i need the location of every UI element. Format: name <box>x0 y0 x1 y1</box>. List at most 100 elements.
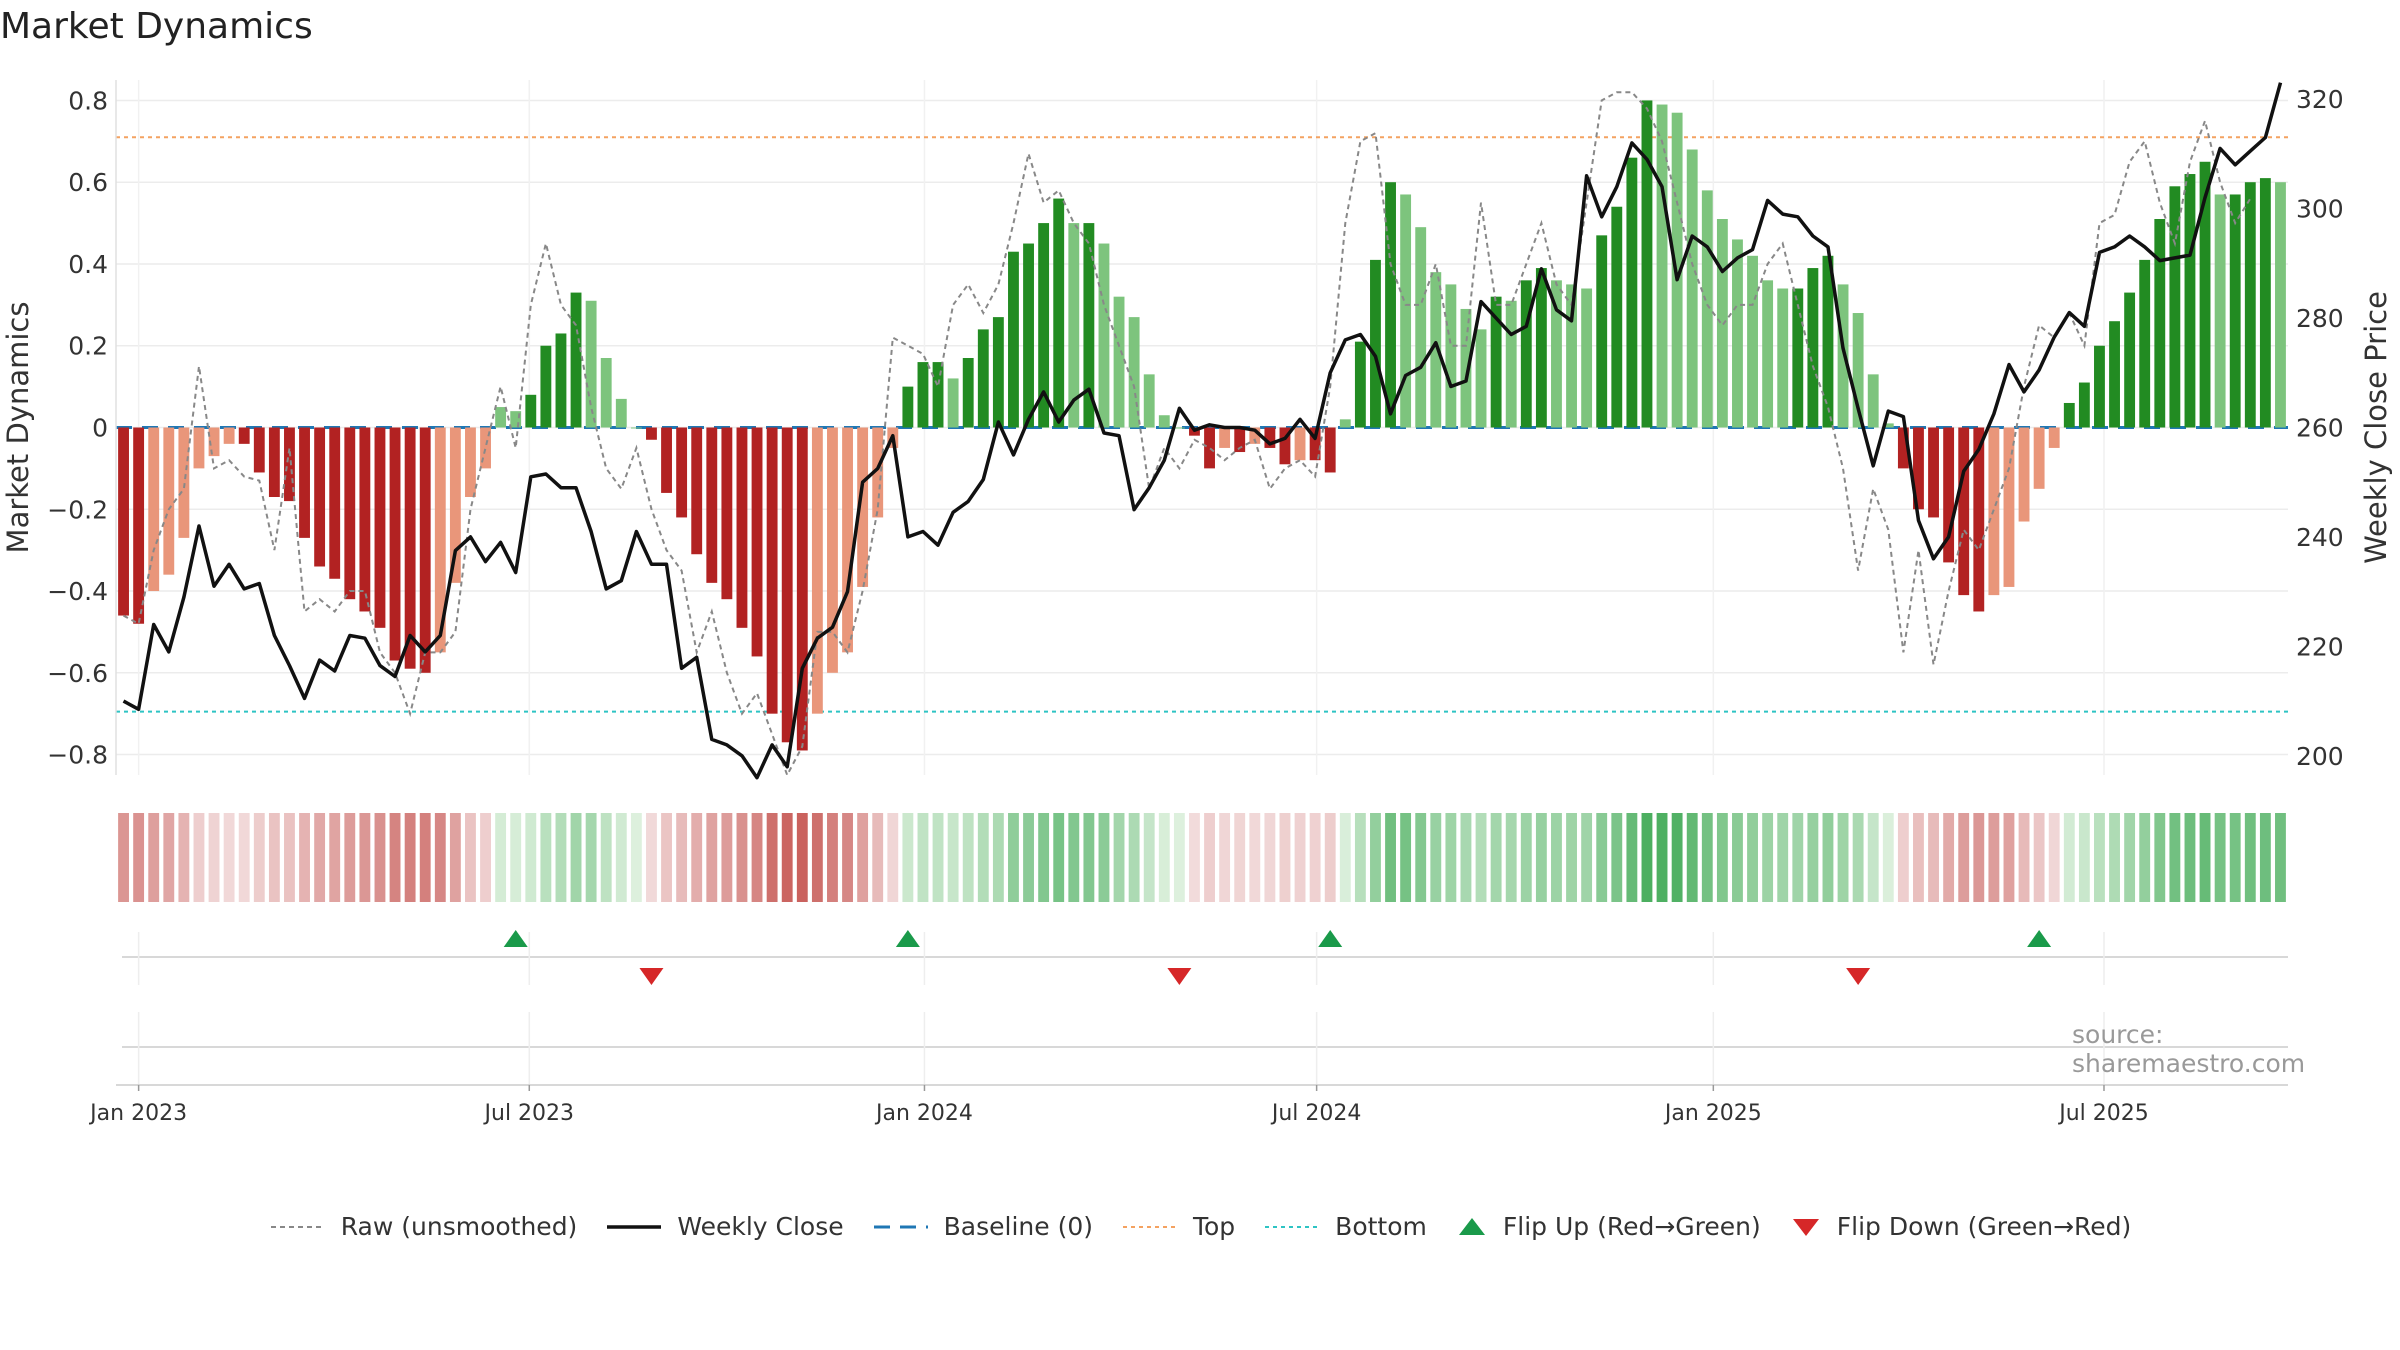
momentum-bar <box>1943 427 1955 563</box>
strip-cell <box>1566 813 1577 902</box>
x-tick-label: Jul 2025 <box>2057 1101 2149 1126</box>
momentum-bar <box>1445 284 1457 428</box>
y-right-tick-label: 220 <box>2296 632 2344 661</box>
strip-cell <box>2244 813 2256 902</box>
strip-cell <box>827 813 838 902</box>
strip-cell <box>329 813 341 902</box>
strip-cell <box>781 813 793 902</box>
momentum-bar <box>1490 296 1502 428</box>
strip-cell <box>1822 813 1834 902</box>
momentum-bar <box>1656 104 1668 428</box>
momentum-bar <box>1762 280 1774 428</box>
x-axis: Jan 2023 Jul 2023 Jan 2024 Jul 2024 Jan 2025… <box>88 1012 2288 1126</box>
y-left-tick-label: −0.6 <box>47 659 108 688</box>
strip-cell <box>2259 813 2271 902</box>
momentum-bar <box>2094 345 2105 428</box>
momentum-bar <box>2139 259 2151 428</box>
y-left-tick-label: 0 <box>92 414 108 443</box>
strip-cell <box>2214 813 2226 902</box>
strip-cell <box>148 813 160 902</box>
strip-cell <box>1671 813 1683 902</box>
strip-cell <box>2154 813 2166 902</box>
strip-cell <box>706 813 718 902</box>
strip-cell <box>1837 813 1849 902</box>
y-right-tick-label: 320 <box>2296 85 2344 114</box>
momentum-bar <box>2124 292 2136 428</box>
strip-cell <box>1128 813 1140 902</box>
momentum-bar <box>434 427 446 653</box>
legend-swatch-close <box>607 1224 662 1229</box>
strip-cell <box>1882 813 1894 902</box>
momentum-bar <box>1747 255 1758 428</box>
strip-cell <box>2094 813 2105 902</box>
strip-cell <box>2003 813 2015 902</box>
strip-cell <box>1264 813 1276 902</box>
strip-cell <box>615 813 627 902</box>
flip-down-triangle-icon <box>1792 1218 1819 1236</box>
momentum-bar <box>1008 251 1019 428</box>
momentum-bar <box>314 427 326 567</box>
y-right-tick-label: 200 <box>2296 742 2344 771</box>
momentum-bar <box>676 427 688 518</box>
momentum-bar <box>223 427 235 444</box>
strip-cell <box>646 813 657 902</box>
momentum-bar <box>600 358 612 428</box>
momentum-bar <box>2259 178 2271 428</box>
strip-cell <box>284 813 295 902</box>
momentum-bar <box>1309 427 1321 461</box>
momentum-bar <box>374 427 386 628</box>
strip-cell <box>540 813 552 902</box>
momentum-bar <box>1460 308 1472 428</box>
flip-up-marker <box>503 930 528 947</box>
momentum-bar <box>284 427 295 502</box>
source-note: source: sharemaestro.com <box>2072 1020 2306 1078</box>
strip-cell <box>1626 813 1638 902</box>
momentum-bar <box>1641 100 1653 428</box>
momentum-bar <box>977 329 989 428</box>
momentum-bar <box>1430 272 1442 428</box>
momentum-bar <box>1324 427 1336 473</box>
momentum-bar <box>691 427 703 555</box>
momentum-bar <box>1852 313 1864 428</box>
strip-cell <box>751 813 763 902</box>
momentum-bar <box>2063 402 2075 428</box>
momentum-bar <box>857 427 869 587</box>
strip-cell <box>1219 813 1231 902</box>
y-right-axis-title: Weekly Close Price <box>2359 291 2393 564</box>
momentum-bar <box>902 386 914 428</box>
momentum-bar <box>268 427 280 497</box>
strip-cell <box>1189 813 1200 902</box>
momentum-bar <box>1566 284 1577 428</box>
momentum-bar <box>1339 419 1351 428</box>
momentum-bar <box>570 292 582 428</box>
strip-cell <box>1400 813 1412 902</box>
momentum-bar <box>1732 239 1743 428</box>
momentum-bar <box>1626 157 1638 428</box>
reference-lines <box>116 136 2288 713</box>
strip-cell <box>1249 813 1261 902</box>
momentum-bar <box>449 427 461 583</box>
strip-cell <box>721 813 733 902</box>
strip-cell <box>992 813 1004 902</box>
x-tick-label: Jul 2023 <box>483 1101 575 1126</box>
y-left-tick-label: 0.6 <box>68 168 108 197</box>
y-right-tick-label: 280 <box>2296 304 2344 333</box>
momentum-bar <box>1686 149 1698 428</box>
momentum-bar <box>646 427 657 440</box>
momentum-bar <box>751 427 763 657</box>
strip-cell <box>1385 813 1396 902</box>
legend-label-close: Weekly Close <box>677 1212 844 1241</box>
x-tick-label: Jan 2024 <box>874 1101 973 1126</box>
flip-down-marker <box>639 968 664 985</box>
legend-item-top: Top <box>1121 1212 1235 1241</box>
momentum-bar <box>615 398 627 428</box>
momentum-bar <box>133 427 145 624</box>
strip-cell <box>314 813 326 902</box>
strip-cell <box>766 813 778 902</box>
momentum-bar <box>1897 427 1909 469</box>
strip-cell <box>208 813 220 902</box>
strip-cell <box>1611 813 1623 902</box>
strip-cell <box>1520 813 1532 902</box>
momentum-bar <box>2275 182 2286 428</box>
flip-up-marker <box>895 930 920 947</box>
